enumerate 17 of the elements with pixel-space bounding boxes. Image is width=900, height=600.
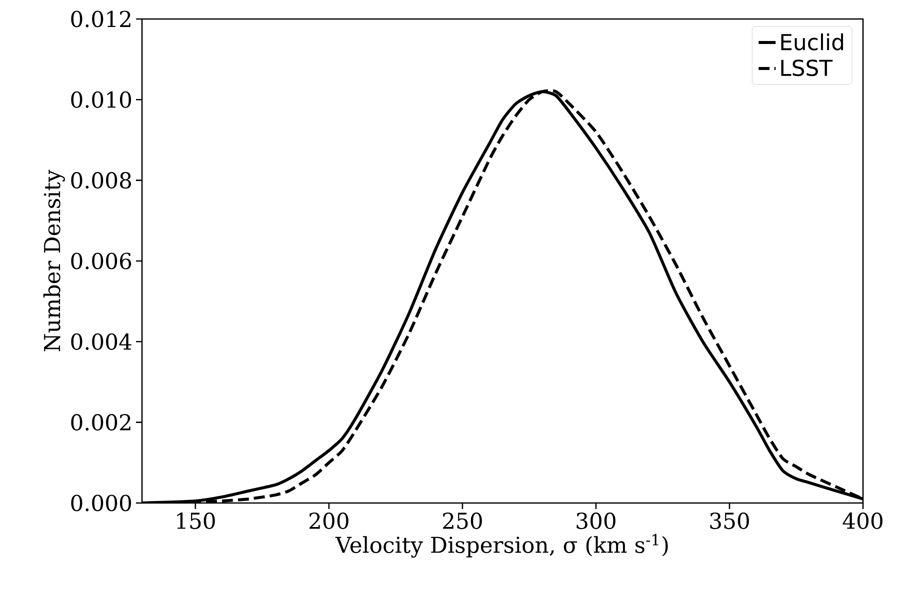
x-tick-label: 150 bbox=[177, 512, 215, 530]
x-tick-label: 250 bbox=[443, 512, 482, 530]
y-tick-label: 0.004 bbox=[71, 333, 132, 350]
y-tick-label: 0.000 bbox=[71, 494, 132, 512]
y-axis-title: Number Density bbox=[43, 170, 65, 352]
y-tick-label: 0.002 bbox=[71, 414, 130, 431]
y-tick-label: 0.008 bbox=[71, 172, 131, 189]
x-tick-label: 400 bbox=[842, 512, 882, 530]
legend-label: LSST bbox=[781, 60, 833, 76]
x-tick-label: 350 bbox=[710, 512, 749, 530]
y-tick-label: 0.006 bbox=[71, 252, 132, 270]
y-tick-label: 0.012 bbox=[71, 10, 130, 28]
legend-label: Euclid bbox=[781, 33, 844, 50]
x-tick-label: 200 bbox=[310, 512, 348, 530]
y-tick-label: 0.010 bbox=[71, 91, 132, 108]
x-axis-title: Velocity Dispersion, σ (km s$^{-1}$) bbox=[335, 534, 668, 558]
x-tick-label: 300 bbox=[576, 512, 616, 530]
